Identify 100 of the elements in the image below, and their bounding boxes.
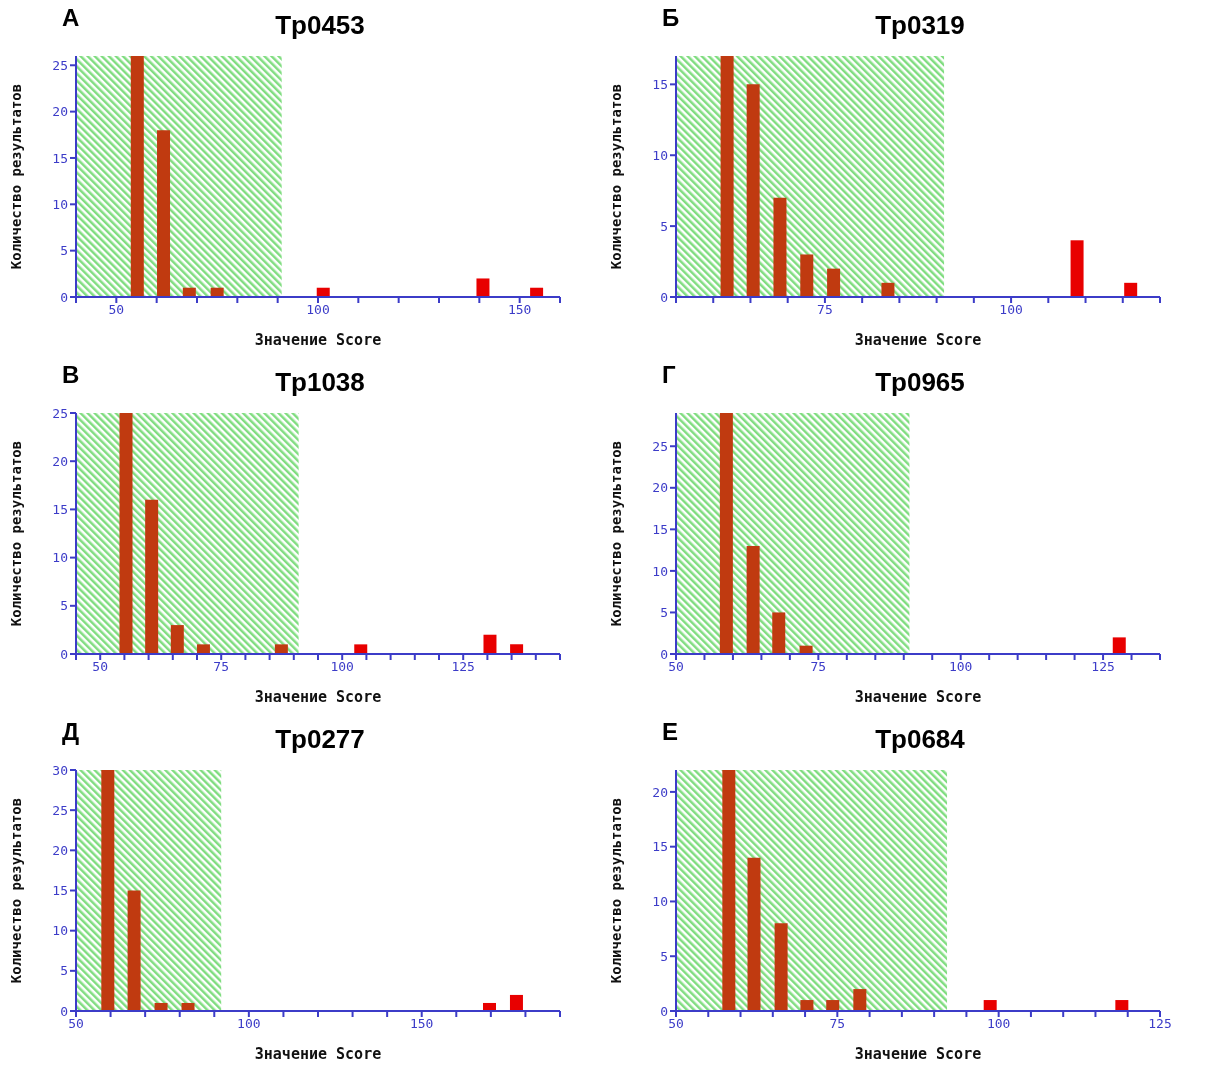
bar — [773, 197, 787, 297]
y-axis-title: Количество результатов — [7, 440, 24, 627]
y-tick-label: 20 — [52, 104, 68, 120]
chart-title: Tp0684 — [874, 724, 966, 755]
y-tick-label: 0 — [60, 289, 68, 305]
x-tick-label: 125 — [1148, 1016, 1172, 1032]
bar — [354, 644, 368, 654]
bar — [747, 857, 761, 1011]
bar — [1124, 282, 1138, 297]
x-tick-label: 75 — [817, 302, 833, 318]
y-tick-label: 5 — [660, 605, 668, 621]
bar — [826, 1000, 840, 1011]
x-axis-title: Значение Score — [254, 1045, 382, 1063]
text: Б — [662, 4, 680, 32]
y-axis-title: Количество результатов — [607, 83, 624, 270]
bar — [1115, 1000, 1129, 1011]
bar — [509, 994, 523, 1011]
y-tick-label: 5 — [660, 218, 668, 234]
x-axis-title: Значение Score — [854, 331, 982, 349]
bar — [881, 282, 895, 297]
bar — [510, 644, 524, 654]
y-tick-label: 10 — [652, 563, 668, 579]
y-axis-title: Количество результатов — [607, 440, 624, 627]
x-tick-label: 100 — [237, 1016, 261, 1032]
bar — [127, 890, 141, 1011]
chart-title: Tp0965 — [874, 367, 966, 398]
x-tick-label: 50 — [108, 302, 125, 318]
y-tick-label: 15 — [652, 521, 668, 537]
x-tick-label: 75 — [810, 659, 827, 675]
y-tick-label: 30 — [52, 762, 68, 778]
x-tick-label: 100 — [330, 659, 354, 675]
bar — [800, 1000, 814, 1011]
bar — [119, 413, 133, 654]
y-tick-label: 0 — [60, 1003, 68, 1019]
x-tick-label: 50 — [68, 1016, 84, 1032]
x-tick-label: 125 — [451, 659, 475, 675]
bar — [719, 413, 733, 654]
x-tick-label: 100 — [948, 659, 973, 675]
y-tick-label: 10 — [652, 147, 668, 163]
x-axis-title: Значение Score — [254, 331, 382, 349]
y-tick-label: 20 — [52, 453, 68, 469]
text: А — [62, 4, 80, 32]
bar — [853, 989, 867, 1011]
bar — [1112, 637, 1126, 654]
y-axis-title: Количество результатов — [7, 797, 24, 984]
y-tick-label: 0 — [660, 646, 668, 662]
y-tick-label: 25 — [52, 57, 68, 73]
chart-title: Tp1038 — [274, 367, 366, 398]
y-tick-label: 20 — [52, 842, 68, 858]
x-tick-label: 50 — [92, 659, 109, 675]
bar — [774, 923, 788, 1011]
bar — [101, 770, 115, 1011]
x-axis-title: Значение Score — [254, 688, 382, 706]
y-axis-title: Количество результатов — [607, 797, 624, 984]
x-tick-label: 125 — [1091, 659, 1115, 675]
y-tick-label: 5 — [60, 243, 68, 259]
text: В — [62, 361, 80, 389]
bar — [772, 612, 786, 654]
y-tick-label: 20 — [652, 784, 668, 800]
bar — [720, 56, 734, 297]
text: Е — [662, 718, 679, 746]
bar — [170, 625, 184, 654]
bar — [130, 56, 144, 297]
bar — [722, 770, 736, 1011]
chart-title: Tp0453 — [274, 10, 366, 41]
bar — [746, 545, 760, 654]
bar — [800, 254, 814, 297]
y-tick-label: 10 — [652, 894, 668, 910]
x-tick-label: 50 — [668, 1016, 684, 1032]
y-tick-label: 0 — [660, 1003, 668, 1019]
bar — [827, 268, 841, 297]
bar — [483, 634, 497, 654]
bar — [1070, 240, 1084, 297]
x-tick-label: 75 — [829, 1016, 846, 1032]
y-tick-label: 0 — [660, 289, 668, 305]
x-tick-label: 100 — [986, 1016, 1011, 1032]
bar — [157, 130, 171, 297]
x-tick-label: 50 — [668, 659, 684, 675]
y-tick-label: 15 — [652, 839, 668, 855]
x-axis-title: Значение Score — [854, 688, 982, 706]
y-tick-label: 0 — [60, 646, 68, 662]
text: Д — [62, 718, 80, 746]
x-axis-title: Значение Score — [854, 1045, 982, 1063]
y-tick-label: 5 — [60, 963, 68, 979]
y-tick-label: 5 — [660, 948, 668, 964]
x-tick-label: 150 — [507, 302, 532, 318]
y-tick-label: 15 — [652, 76, 668, 92]
y-tick-label: 15 — [52, 502, 68, 518]
bar — [274, 644, 288, 654]
y-tick-label: 15 — [52, 883, 68, 899]
y-tick-label: 25 — [52, 802, 68, 818]
x-tick-label: 100 — [306, 302, 330, 318]
x-tick-label: 100 — [999, 302, 1023, 318]
y-tick-label: 10 — [52, 923, 68, 939]
chart-title: Tp0319 — [874, 10, 966, 41]
chart-title: Tp0277 — [274, 724, 366, 755]
y-tick-label: 5 — [60, 598, 68, 614]
y-tick-label: 10 — [52, 196, 68, 212]
y-tick-label: 20 — [652, 480, 668, 496]
y-axis-title: Количество результатов — [7, 83, 24, 270]
